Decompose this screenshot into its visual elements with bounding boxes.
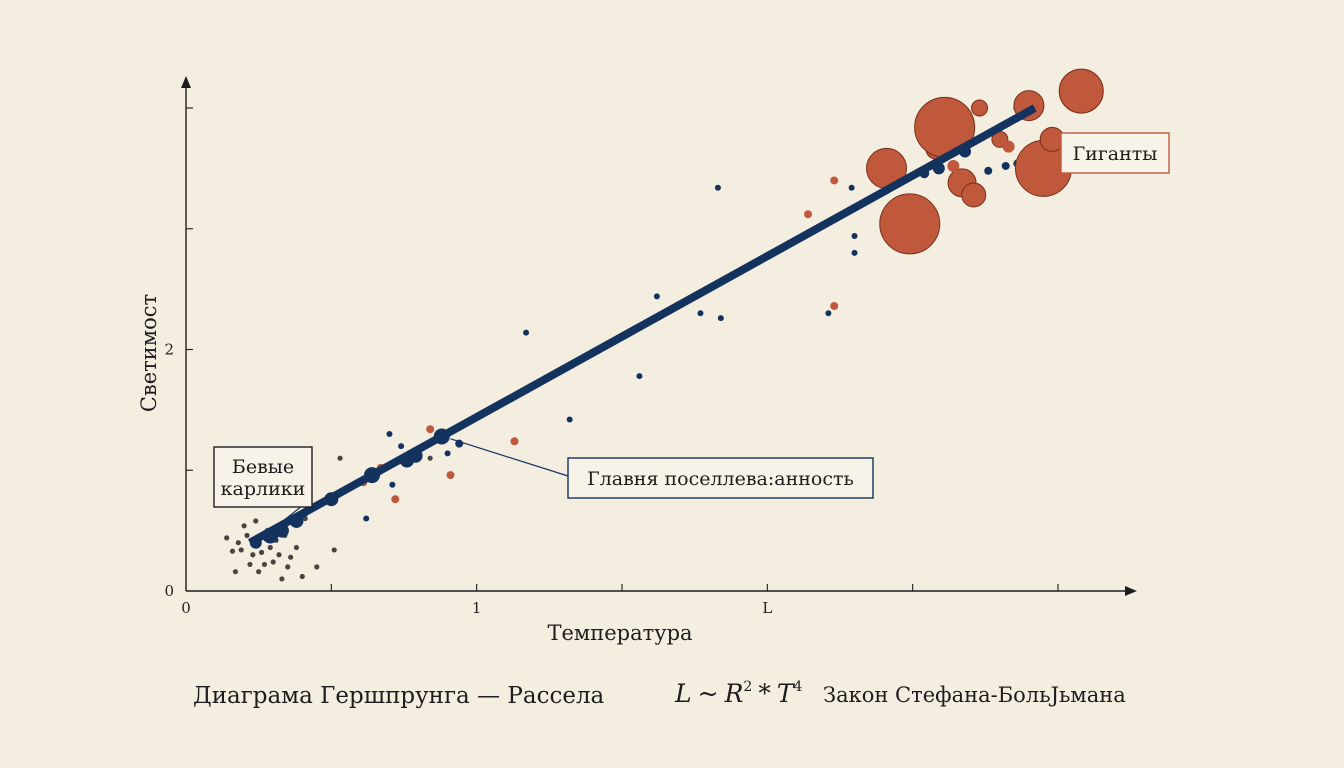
x-tick-label: L [762,599,772,617]
dwarf-star-point [258,549,265,555]
annotation-label: Гиганты [1073,143,1158,165]
dwarf-star-point [250,552,256,558]
formula-luminosity: L [674,679,692,708]
dwarf-star-point [314,564,320,570]
dwarf-star-point [229,548,236,554]
formula-radius: R [724,679,744,708]
giant-star-point [971,99,989,117]
y-tick-label: 2 [164,341,174,359]
dwarf-star-point [235,540,241,546]
dwarf-star-point [288,554,294,560]
dwarf-star-point [427,455,433,461]
main-sequence-point [566,416,573,423]
giant-star-point [879,193,941,255]
main-sequence-point [653,293,660,300]
main-sequence-point [364,467,381,484]
dwarf-star-point [224,535,230,541]
main-sequence-point [433,428,450,445]
main-sequence-point [697,310,704,317]
dwarf-star-point [299,573,305,580]
dwarf-star-point [253,518,259,524]
formula-tilde: ~ [698,679,719,708]
main-sequence-point [958,145,971,158]
annotation-label: карлики [221,478,306,500]
dwarf-star-point [232,569,239,575]
formula-temperature: T [777,679,796,708]
main-sequence-point [274,523,289,538]
main-sequence-point [932,162,945,175]
main-sequence-point [851,249,858,256]
dwarf-star-point [270,559,276,565]
formula-temperature-exponent: 4 [794,679,803,695]
main-sequence-line [248,104,1037,547]
dwarf-star-point [247,561,253,568]
annotation-leader [450,438,569,477]
main-sequence-point [523,329,530,336]
main-sequence-point [825,310,832,317]
giant-star-point [961,182,987,208]
giant-star-point [391,495,400,504]
dwarf-star-point [293,544,300,551]
dwarf-star-point [331,547,337,553]
dwarf-star-point [276,552,282,558]
giant-star-point [947,159,960,172]
dwarf-star-point [261,561,268,568]
main-sequence-point [984,166,993,175]
stefan-boltzmann-formula: L ~ R2 * T4 [674,679,803,708]
x-axis-title: Температура [547,621,692,645]
giant-star-point [1002,140,1015,153]
giant-star-point [804,210,813,219]
main-sequence-point [408,448,423,463]
main-sequence-point [289,513,304,528]
annotation-label: Бевые [232,456,294,478]
main-sequence-point [851,232,858,239]
main-sequence-point [363,515,370,522]
main-sequence-point [1001,161,1010,170]
giant-star-point [830,176,839,185]
formula-radius-exponent: 2 [743,679,752,695]
giant-star-point [426,425,435,434]
main-sequence-point [262,527,279,544]
main-sequence-point [848,184,855,191]
main-sequence-point [324,492,339,507]
foreground-points [249,145,971,549]
main-sequence-point [444,450,451,457]
main-sequence-point [636,373,643,380]
x-tick-label: 1 [472,599,482,617]
y-tick-label: 0 [164,582,174,600]
main-sequence-point [398,443,405,450]
main-sequence-point [919,168,930,179]
dwarf-star-point [267,544,273,551]
main-sequence-point [389,481,396,488]
dwarf-star-point [241,523,247,529]
dwarf-star-point [238,547,244,553]
dwarf-star-point [279,576,285,582]
annotation-box [1060,132,1170,174]
x-tick-label: 0 [181,599,191,617]
formula-multiply: * [758,679,771,708]
law-name: Закон Стефанa-БольЈьмана [823,683,1126,707]
dwarf-star-point [256,569,262,575]
main-sequence-point [717,315,724,322]
axes: 0 1 L 0 2 [164,76,1137,617]
annotation-label: Главня поселлева:анность [587,468,854,490]
figure-caption: Диаграма Гершпрунга — Рассела [193,683,605,709]
dwarf-star-point [244,532,250,539]
giant-star-point [446,471,455,480]
y-axis-title: Светимост [137,294,161,412]
giant-star-point [830,302,839,311]
giant-star-point [1058,68,1104,114]
annotation-box [567,457,874,499]
annotation-box [213,446,313,508]
giant-star-point [510,437,519,446]
footer: Диаграма Гершпрунга — Рассела L ~ R2 * T4 За… [193,679,1126,709]
dwarf-star-point [285,564,291,570]
main-sequence-trend [248,104,1037,547]
dwarf-star-point [337,455,343,461]
main-sequence-point [386,431,393,438]
main-sequence-point [714,184,721,191]
